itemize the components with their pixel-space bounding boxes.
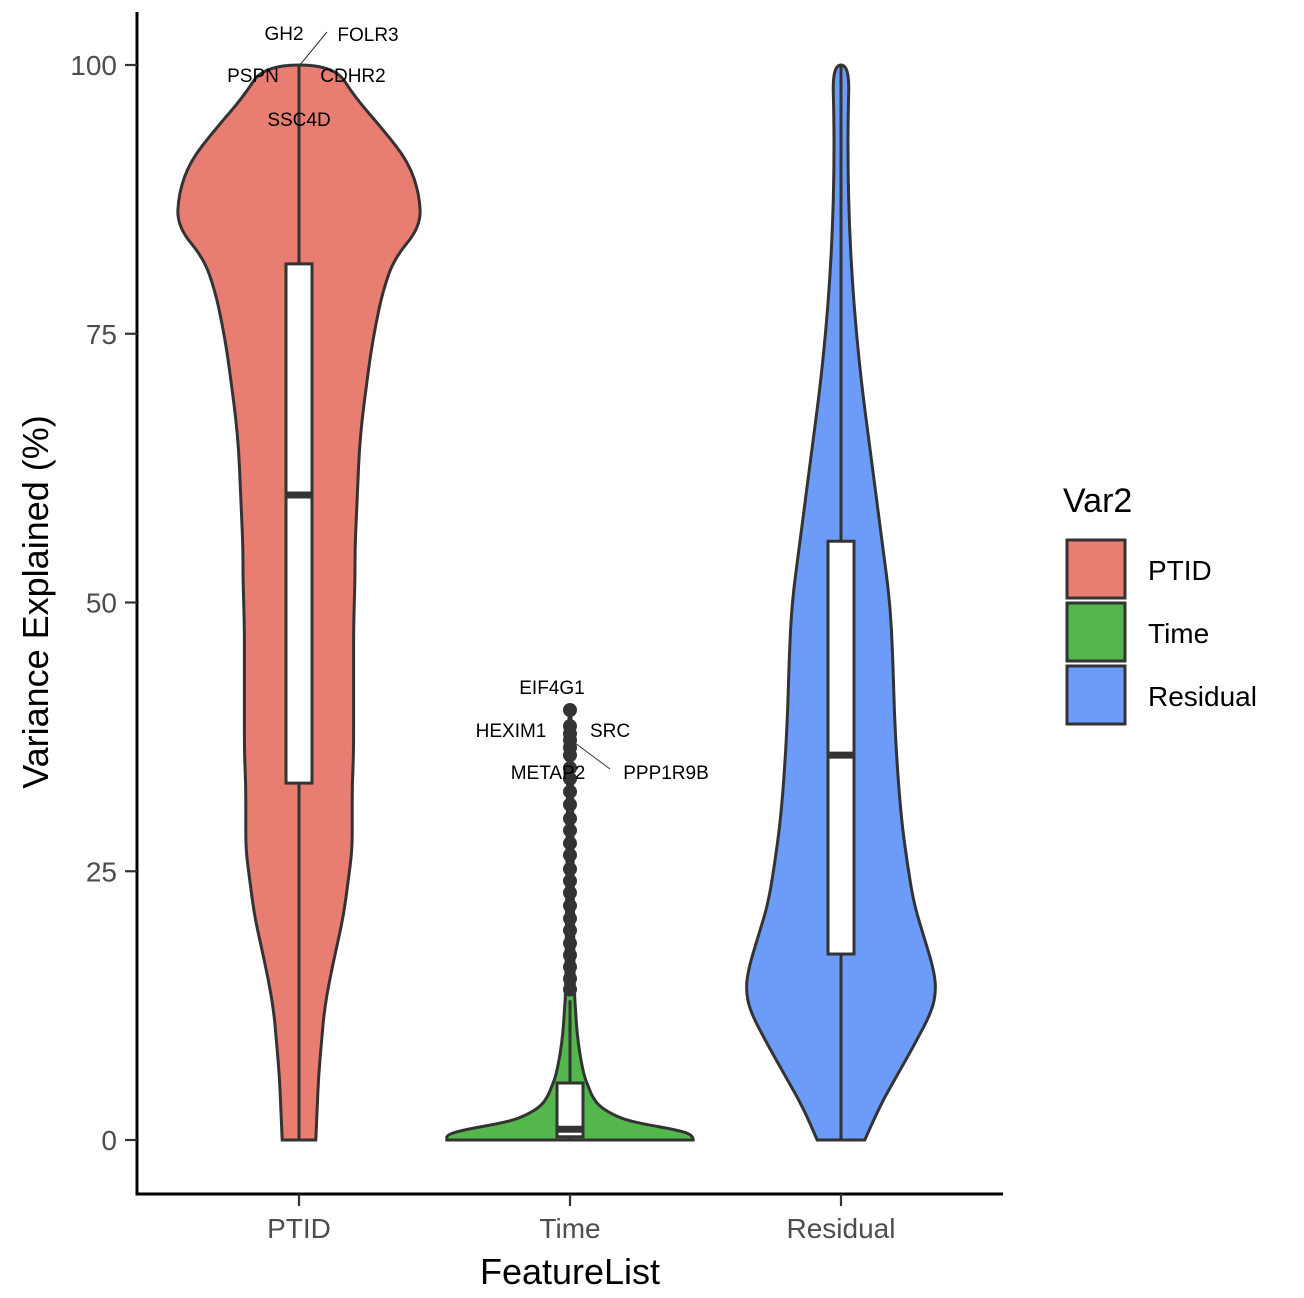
gene-label: SRC — [590, 721, 630, 742]
gene-label: CDHR2 — [320, 66, 385, 87]
gene-label: SSC4D — [267, 110, 330, 131]
outlier-point — [563, 898, 577, 913]
gene-label: FOLR3 — [337, 25, 398, 46]
outlier-point — [563, 748, 577, 763]
outlier-point — [563, 885, 577, 900]
y-tick-label: 50 — [86, 588, 117, 619]
outlier-point — [563, 848, 577, 863]
outlier-point — [563, 862, 577, 877]
outlier-point — [563, 771, 577, 786]
legend-label: Time — [1148, 618, 1209, 649]
y-tick-label: 25 — [86, 856, 117, 887]
outlier-point — [563, 836, 577, 851]
legend: Var2 PTID Time Residual — [1063, 482, 1257, 726]
x-tick-label: Time — [539, 1213, 600, 1244]
legend-key-time — [1065, 601, 1127, 663]
outlier-point — [563, 873, 577, 888]
axes: 0 25 50 75 100 PTID Time Residual — [70, 12, 1003, 1244]
y-tick-label: 75 — [86, 319, 117, 350]
gene-label: PSPN — [227, 66, 279, 87]
outlier-point — [563, 948, 577, 963]
gene-label: GH2 — [264, 24, 303, 45]
outlier-point — [563, 923, 577, 938]
box-residual — [826, 539, 856, 956]
gene-label: PPP1R9B — [623, 763, 709, 784]
y-axis-title: Variance Explained (%) — [15, 415, 56, 789]
gene-label: METAP2 — [511, 763, 586, 784]
x-tick-label: Residual — [787, 1213, 896, 1244]
y-tick-label: 100 — [70, 50, 117, 81]
legend-title: Var2 — [1063, 482, 1132, 520]
outlier-point — [563, 784, 577, 799]
x-tick-label: PTID — [267, 1213, 331, 1244]
gene-label: HEXIM1 — [476, 721, 547, 742]
gene-label: EIF4G1 — [519, 678, 584, 699]
label-leader-line — [574, 742, 611, 770]
y-tick-label: 0 — [101, 1125, 117, 1156]
legend-key-residual — [1065, 664, 1127, 726]
label-leader-line — [298, 31, 328, 67]
outlier-point — [563, 811, 577, 826]
legend-label: Residual — [1148, 681, 1257, 712]
outlier-point — [563, 959, 577, 974]
outlier-point — [563, 982, 577, 997]
plot-area: GH2 FOLR3 PSPN CDHR2 SSC4D EIF4G1 HEXIM1 SRCMET… — [176, 24, 937, 1142]
outlier-point — [563, 823, 577, 838]
outlier-point — [563, 797, 577, 812]
outlier-point — [563, 703, 577, 717]
outlier-point — [563, 761, 577, 776]
outlier-point — [563, 971, 577, 986]
box-ptid — [284, 262, 314, 785]
legend-label: PTID — [1148, 555, 1212, 586]
legend-key-ptid — [1065, 538, 1127, 600]
outlier-point — [563, 936, 577, 951]
x-axis-title: FeatureList — [480, 1251, 660, 1292]
outlier-point — [563, 911, 577, 926]
